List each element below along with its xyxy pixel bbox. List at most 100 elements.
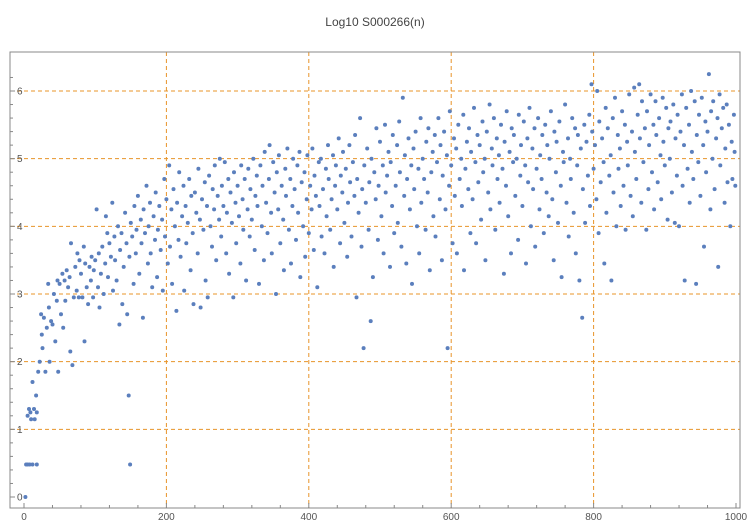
data-point	[370, 275, 375, 280]
data-point	[558, 183, 563, 188]
data-point	[634, 177, 639, 181]
data-point	[359, 244, 364, 249]
data-point	[719, 126, 724, 131]
chart-title: Log10 S000266(n)	[325, 15, 424, 29]
data-point	[467, 126, 471, 131]
data-point	[67, 275, 72, 280]
axes	[9, 51, 741, 509]
data-point	[682, 143, 686, 148]
data-point	[205, 204, 209, 208]
data-point	[319, 234, 324, 239]
data-point	[409, 163, 414, 168]
data-point	[215, 193, 220, 198]
data-point	[511, 133, 516, 137]
data-point	[340, 190, 345, 195]
data-point	[708, 207, 713, 212]
data-point	[511, 160, 516, 165]
data-point	[369, 156, 374, 161]
data-point	[245, 207, 250, 212]
data-point	[473, 160, 478, 165]
data-point	[329, 197, 334, 202]
data-point	[240, 197, 245, 202]
data-point	[561, 149, 565, 154]
data-point	[642, 126, 647, 131]
data-point	[232, 170, 236, 175]
y-tick-label: 0	[17, 493, 23, 504]
data-point	[93, 258, 98, 263]
data-point	[704, 170, 709, 175]
data-point	[69, 241, 73, 246]
data-point	[730, 177, 735, 181]
data-point	[604, 210, 609, 215]
data-point	[342, 220, 347, 225]
data-point	[577, 278, 582, 283]
data-point	[175, 200, 180, 205]
data-point	[375, 237, 380, 242]
data-point	[395, 220, 400, 225]
data-point	[355, 177, 360, 181]
data-point	[506, 214, 511, 219]
data-point	[598, 180, 603, 185]
data-point	[404, 261, 409, 266]
data-point	[295, 163, 300, 168]
data-point	[610, 116, 615, 121]
data-point	[687, 122, 691, 127]
data-point	[427, 268, 432, 273]
data-point	[482, 156, 487, 161]
data-point	[698, 193, 703, 198]
data-point	[266, 177, 271, 181]
data-point	[158, 248, 163, 252]
data-point	[701, 143, 706, 148]
data-point	[543, 122, 548, 127]
data-point	[143, 231, 147, 236]
x-axis-ticks: 0 200 400 600 800 1000	[21, 503, 748, 523]
y-tick-label: 2	[17, 357, 23, 368]
data-point	[113, 258, 118, 263]
data-point	[564, 200, 569, 205]
data-point	[272, 190, 277, 195]
data-point	[100, 244, 105, 249]
data-point	[436, 116, 441, 121]
data-point	[264, 200, 269, 205]
data-point	[423, 227, 428, 232]
data-point	[126, 393, 131, 398]
data-point	[322, 251, 327, 256]
data-point	[217, 217, 222, 222]
data-point	[399, 244, 404, 249]
data-point	[532, 126, 537, 131]
data-point	[310, 146, 315, 151]
data-point	[111, 288, 115, 293]
data-point	[203, 278, 208, 283]
data-point	[487, 102, 492, 107]
data-point	[392, 231, 397, 236]
data-point	[381, 251, 386, 256]
data-point	[617, 146, 622, 151]
data-point	[350, 160, 355, 165]
data-point	[336, 136, 341, 141]
data-point	[172, 224, 177, 229]
data-point	[358, 116, 363, 121]
data-point	[501, 271, 506, 276]
data-point	[368, 319, 373, 324]
data-point	[281, 217, 286, 222]
data-point	[212, 163, 217, 168]
data-point	[677, 224, 681, 229]
data-point	[251, 156, 256, 161]
data-point	[187, 177, 192, 181]
data-point	[694, 133, 699, 137]
data-point	[105, 231, 110, 236]
data-point	[106, 275, 110, 280]
data-point	[34, 393, 39, 398]
data-point	[717, 92, 722, 97]
data-point	[443, 207, 448, 212]
data-point	[696, 160, 701, 165]
data-point	[728, 224, 733, 229]
data-point	[228, 190, 233, 195]
data-point	[41, 315, 46, 320]
data-point	[195, 251, 200, 256]
data-point	[354, 295, 359, 300]
data-point	[224, 251, 229, 256]
data-point	[231, 295, 236, 300]
data-point	[197, 217, 202, 222]
data-point	[685, 166, 690, 171]
